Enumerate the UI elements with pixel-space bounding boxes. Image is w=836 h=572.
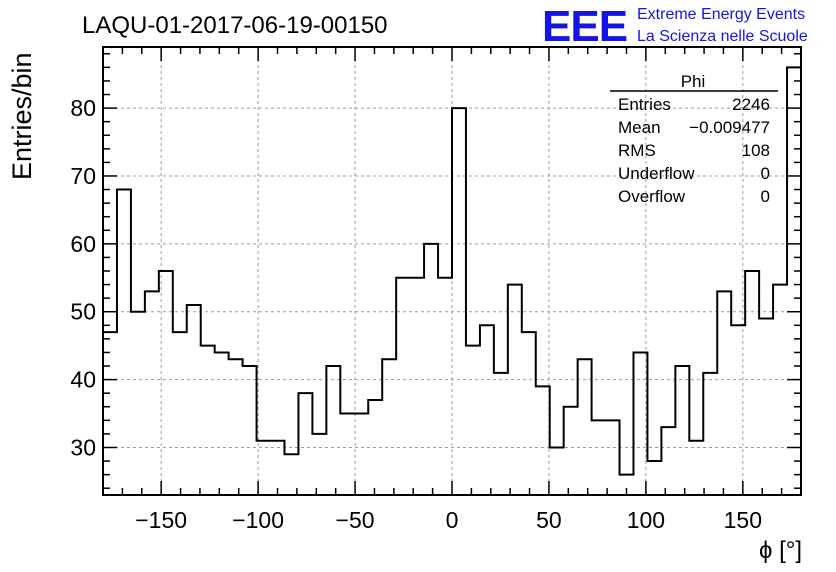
stats-overflow-value: 0 [761,187,770,206]
y-tick-label: 70 [70,163,96,189]
stats-rms-value: 108 [742,141,770,160]
y-tick-label: 80 [70,95,96,121]
stats-mean-value: −0.009477 [689,118,770,137]
y-tick-label: 60 [70,231,96,257]
tick-labels: −150 −100 −50 0 50 100 150 30 40 50 60 70 80 [70,95,762,533]
y-tick-label: 50 [70,299,96,325]
plot-frame [102,46,802,496]
stats-overflow-label: Overflow [618,187,686,206]
stats-rms-label: RMS [618,141,656,160]
chart-title: LAQU-01-2017-06-19-00150 [82,12,388,39]
eee-logo-line1: Extreme Energy Events [637,6,805,23]
y-axis-label: Entries/bin [7,52,37,180]
x-tick-label: −50 [336,507,375,533]
x-tick-label: 100 [627,507,665,533]
histogram-outline [103,66,801,476]
stats-box: Phi Entries 2246 Mean −0.009477 RMS 108 … [610,72,778,206]
stats-title: Phi [681,72,706,91]
stats-underflow-value: 0 [761,164,770,183]
x-tick-label: −100 [232,507,284,533]
x-axis-label: ϕ [°] [759,537,802,564]
y-tick-label: 30 [70,434,96,460]
stats-entries-value: 2246 [732,95,770,114]
x-tick-label: 50 [536,507,562,533]
eee-logo-line2: La Scienza nelle Scuole [637,28,808,45]
x-tick-label: 0 [446,507,459,533]
x-tick-label: −150 [135,507,187,533]
stats-entries-label: Entries [618,95,671,114]
stats-mean-label: Mean [618,118,661,137]
x-tick-label: 150 [724,507,762,533]
eee-logo: EEE Extreme Energy Events La Scienza nel… [542,2,808,51]
eee-logo-mark: EEE [542,2,627,51]
stats-underflow-label: Underflow [618,164,695,183]
y-tick-label: 40 [70,367,96,393]
